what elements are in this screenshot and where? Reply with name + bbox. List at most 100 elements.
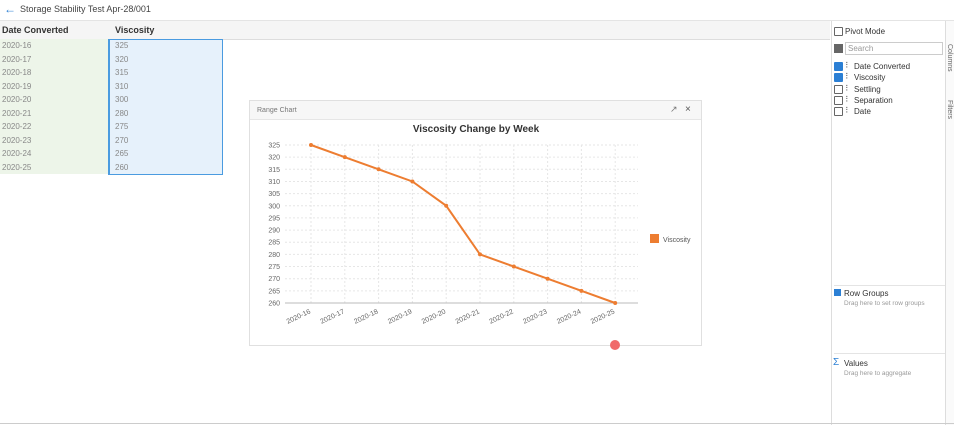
cell[interactable]: 2020-20 xyxy=(2,95,32,104)
y-tick-label: 300 xyxy=(268,203,280,210)
line xyxy=(310,144,616,304)
divider xyxy=(834,353,946,354)
row-groups-hint: Drag here to set row groups xyxy=(844,300,925,307)
top-bar xyxy=(0,0,954,21)
point xyxy=(478,252,482,257)
cell[interactable]: 275 xyxy=(115,122,129,131)
y-tick-label: 290 xyxy=(268,228,280,235)
x-tick-label: 2020-20 xyxy=(421,308,447,325)
x-tick-label: 2020-19 xyxy=(387,308,413,325)
y-tick-label: 320 xyxy=(268,155,280,162)
x-tick-label: 2020-22 xyxy=(488,308,514,325)
drag-handle[interactable]: ⠇ xyxy=(845,83,851,93)
side-tab[interactable]: Filters xyxy=(946,100,953,120)
search-input[interactable]: Search xyxy=(845,42,943,55)
cell[interactable]: 2020-24 xyxy=(2,149,32,158)
cell[interactable]: 325 xyxy=(115,41,129,50)
back-arrow[interactable]: ← xyxy=(4,2,16,16)
bottom-border xyxy=(0,423,954,424)
y-tick-label: 305 xyxy=(268,191,280,198)
legend-label: Viscosity xyxy=(663,237,691,244)
chart: Viscosity Change by Week 260 265 270 275 280 2… xyxy=(268,124,691,326)
column-label[interactable]: Viscosity xyxy=(854,73,886,83)
x-tick-label: 2020-21 xyxy=(455,308,481,325)
values-hint: Drag here to aggregate xyxy=(844,370,912,377)
checkbox[interactable] xyxy=(834,95,843,105)
point xyxy=(613,301,618,305)
select-all[interactable] xyxy=(834,44,843,53)
y-tick-label: 310 xyxy=(268,179,280,186)
checkbox[interactable] xyxy=(834,73,843,83)
column-label[interactable]: Separation xyxy=(854,95,893,105)
cell[interactable]: 2020-17 xyxy=(2,54,32,64)
y-tick-label: 260 xyxy=(268,301,280,308)
drag-handle[interactable]: ⠇ xyxy=(845,72,851,82)
x-tick-label: 2020-24 xyxy=(556,308,582,325)
cell[interactable]: 320 xyxy=(115,54,129,64)
legend-swatch xyxy=(650,234,659,243)
divider xyxy=(834,285,946,286)
drag-handle[interactable]: ⠇ xyxy=(845,61,851,70)
column-header[interactable]: Viscosity xyxy=(115,25,155,35)
pivot-mode-label[interactable]: Pivot Mode xyxy=(845,27,886,36)
column-header[interactable]: Date Converted xyxy=(2,25,69,35)
checkbox[interactable] xyxy=(834,27,843,36)
column-label[interactable]: Date xyxy=(854,107,871,117)
y-tick-label: 315 xyxy=(268,167,280,174)
chart-title: Viscosity Change by Week xyxy=(413,124,540,135)
y-tick-label: 325 xyxy=(268,143,280,150)
panel-title: Range Chart xyxy=(257,107,297,114)
x-tick-label: 2020-25 xyxy=(590,308,616,325)
close-button[interactable]: × xyxy=(685,104,691,115)
cell[interactable]: 2020-16 xyxy=(2,41,32,50)
y-tick-label: 295 xyxy=(268,215,280,222)
row-groups-icon xyxy=(834,289,841,296)
point xyxy=(511,264,516,269)
row-groups-title: Row Groups xyxy=(844,289,889,298)
cell[interactable]: 2020-21 xyxy=(2,108,32,118)
column-shade xyxy=(0,39,108,174)
checkbox[interactable] xyxy=(834,107,843,117)
x-tick-label: 2020-16 xyxy=(286,308,312,325)
point xyxy=(545,276,550,281)
column-label[interactable]: Settling xyxy=(854,84,881,94)
cell[interactable]: 270 xyxy=(115,135,129,145)
cell[interactable]: 2020-22 xyxy=(2,122,32,131)
drag-handle[interactable]: ⠇ xyxy=(845,94,851,104)
cell[interactable]: 280 xyxy=(115,108,129,118)
expand-button[interactable]: ↗ xyxy=(670,104,678,114)
point xyxy=(376,167,381,172)
side-tabs xyxy=(945,21,954,425)
page-title: Storage Stability Test Apr-28/001 xyxy=(20,4,151,14)
drag-handle[interactable]: ⠇ xyxy=(845,106,851,116)
column-label[interactable]: Date Converted xyxy=(854,62,911,71)
cell[interactable]: 300 xyxy=(115,95,129,104)
y-tick-label: 280 xyxy=(268,252,280,259)
chart-panel: Range Chart ↗ × Viscosity Change by Week… xyxy=(249,100,702,346)
x-tick-label: 2020-18 xyxy=(353,308,379,325)
y-tick-label: 285 xyxy=(268,240,280,247)
checkbox[interactable] xyxy=(834,62,843,71)
table-header xyxy=(0,21,830,40)
cell[interactable]: 2020-23 xyxy=(2,135,32,145)
cell[interactable]: 2020-18 xyxy=(2,68,32,77)
cell[interactable]: 310 xyxy=(115,81,129,91)
x-tick-label: 2020-17 xyxy=(319,308,345,325)
cell[interactable]: 260 xyxy=(115,162,129,172)
point xyxy=(309,143,313,147)
panel-header xyxy=(250,101,701,120)
click-indicator xyxy=(610,340,620,350)
values-title: Values xyxy=(844,359,868,368)
sidebar xyxy=(831,21,946,425)
cell[interactable]: 2020-25 xyxy=(2,162,32,172)
point xyxy=(579,288,584,293)
selection-range xyxy=(108,39,223,175)
point xyxy=(342,155,347,160)
x-tick-label: 2020-23 xyxy=(522,308,548,325)
cell[interactable]: 315 xyxy=(115,68,129,77)
checkbox[interactable] xyxy=(834,84,843,94)
side-tab[interactable]: Columns xyxy=(946,44,953,72)
cell[interactable]: 2020-19 xyxy=(2,81,32,91)
cell[interactable]: 265 xyxy=(115,149,129,158)
